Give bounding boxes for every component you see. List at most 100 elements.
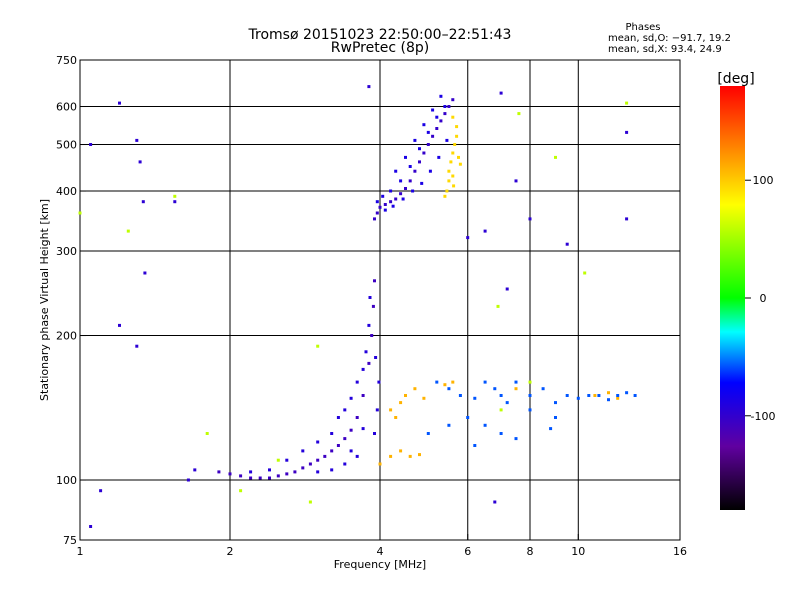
data-point [443,383,447,387]
data-point [381,194,385,198]
data-point [528,394,532,397]
data-point [343,462,347,466]
data-point [473,444,477,447]
data-point [373,279,376,283]
data-point [349,428,353,432]
data-point [399,449,403,453]
data-point [408,179,412,183]
data-point [493,387,497,391]
x-axis-label: Frequency [MHz] [334,558,426,571]
grid [80,60,680,540]
data-point [367,361,371,365]
data-point [370,334,374,337]
data-point [437,155,441,159]
data-point [383,208,387,212]
data-point [483,229,487,233]
data-point [375,408,379,412]
data-point [367,85,371,89]
data-point [447,105,451,108]
y-tick-label: 750 [56,54,77,67]
data-point [249,470,253,474]
data-point [426,432,430,435]
chart-title: Tromsø 20151023 22:50:00–22:51:43 [248,27,512,43]
data-point [316,440,320,444]
data-point [528,408,532,412]
colorbar: [deg] 100 0 -100 [717,71,775,510]
data-point [268,476,271,480]
data-point [404,155,407,159]
data-point [343,437,347,441]
data-point [239,489,243,493]
data-point [499,394,503,397]
data-point [89,525,93,528]
data-point [228,472,232,476]
data-point [455,134,459,138]
data-point [336,444,340,447]
data-point [607,398,610,402]
data-point [597,394,601,397]
data-point [126,229,130,233]
data-point [514,380,518,384]
data-point [343,408,347,412]
data-point [447,387,451,391]
x-tick-label: 8 [527,545,534,558]
data-point [293,470,297,474]
data-point [616,394,620,397]
data-point [367,323,371,327]
data-point [625,217,629,221]
data-point [418,453,421,457]
data-point [451,380,455,384]
data-point [394,169,398,173]
data-point [389,189,393,193]
data-point [205,432,209,435]
data-point [355,454,359,458]
data-point [355,416,359,419]
data-point [399,401,403,405]
data-point [138,160,142,164]
data-point [554,401,557,405]
data-point [420,181,424,185]
colorbar-ticks: 100 0 -100 [745,174,775,423]
data-point [422,396,426,400]
data-point [466,236,470,240]
data-point [439,119,443,123]
data-point [447,179,451,183]
data-point [349,449,353,453]
data-point [408,165,412,168]
data-point [141,200,145,204]
data-point [78,211,82,215]
data-point [378,205,382,209]
data-point [505,401,509,405]
data-point [435,380,439,384]
data-point [483,380,487,384]
data-point [413,387,417,391]
data-point [593,394,597,397]
data-point [514,437,518,441]
x-tick-label: 16 [673,545,687,558]
data-point [451,151,455,155]
data-point [378,462,382,466]
data-point [443,112,447,116]
data-point [399,179,403,183]
data-point [118,101,121,105]
data-point [418,147,421,151]
data-point [435,115,439,119]
legend-line-o: mean, sd,O: −91.7, 19.2 [608,33,731,44]
data-point [217,470,221,474]
data-point [451,98,455,102]
x-tick-label: 10 [571,545,585,558]
data-point [361,367,365,371]
data-point [587,394,591,397]
data-point [276,474,280,478]
data-point [186,478,190,482]
data-point [625,391,629,395]
data-point [554,416,557,419]
data-point [496,304,500,308]
data-point [99,489,103,493]
data-point [301,449,305,453]
data-point [389,200,393,204]
data-points [78,85,637,528]
data-point [447,169,451,173]
data-point [473,396,477,400]
data-point [418,160,421,164]
